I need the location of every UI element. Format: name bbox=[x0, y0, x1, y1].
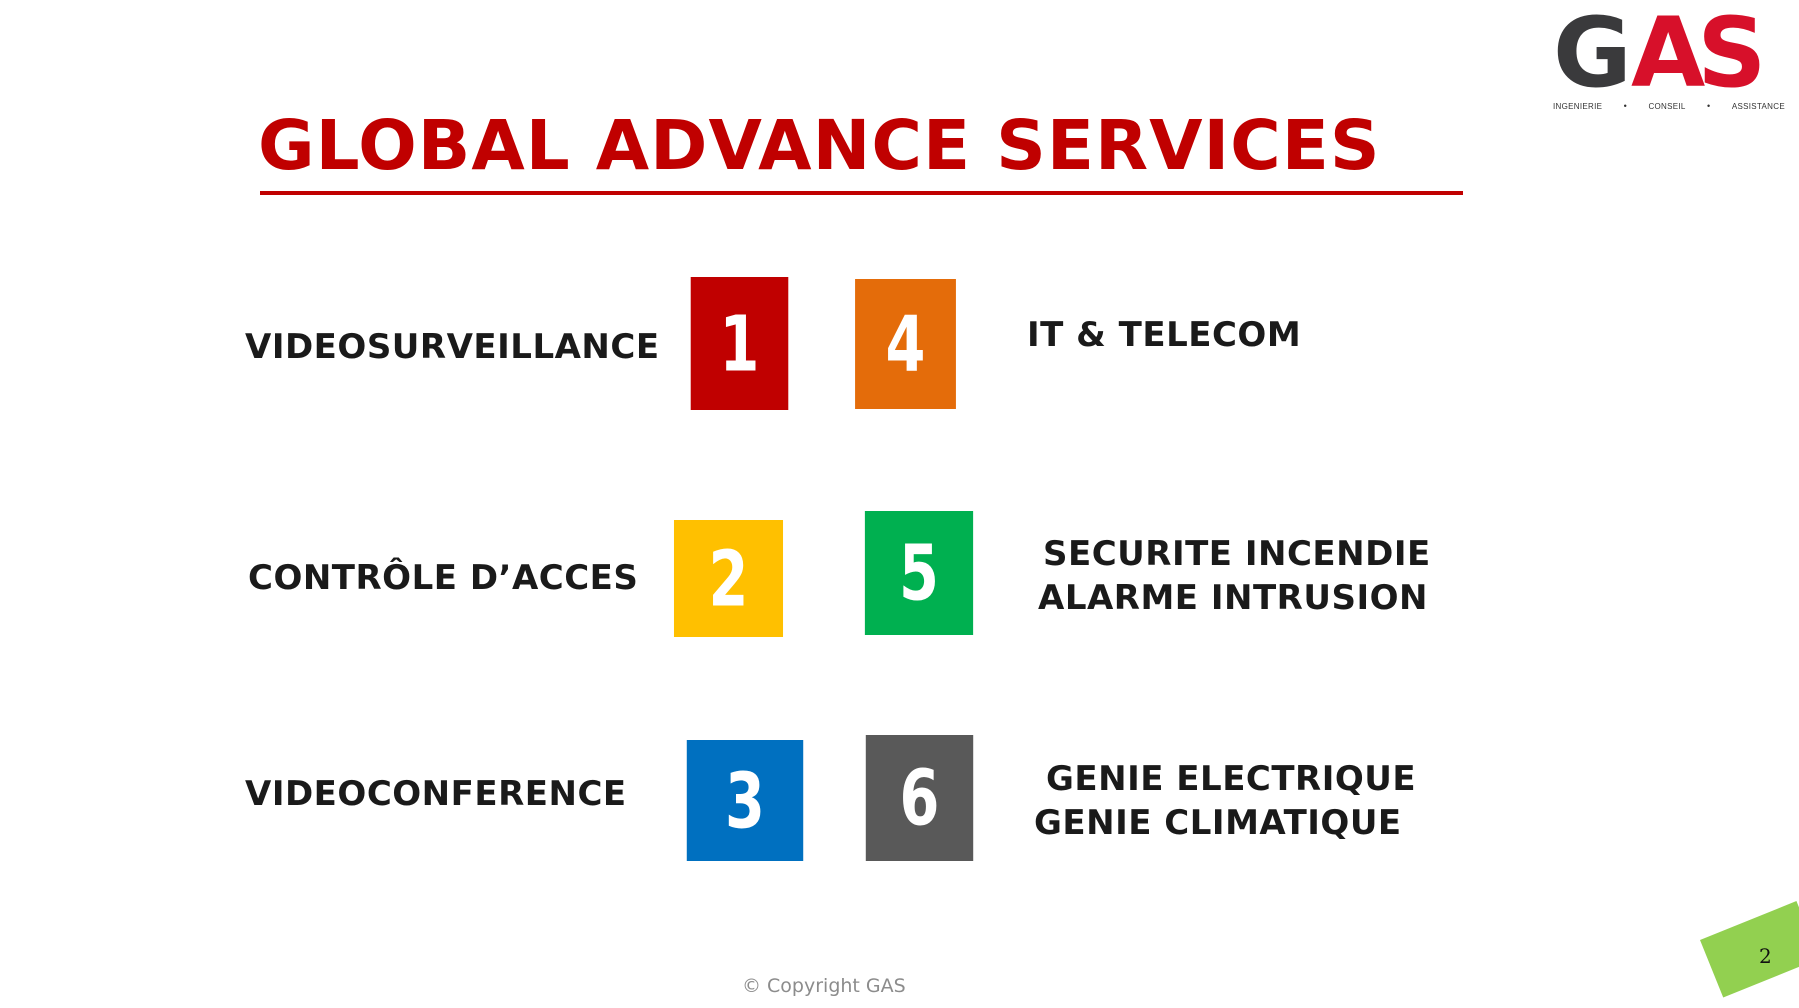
svg-text:G: G bbox=[1553, 8, 1625, 109]
tagline-dot: • bbox=[1707, 101, 1711, 111]
title-underline bbox=[260, 191, 1463, 195]
service-label-6a: GENIE ELECTRIQUE bbox=[1046, 759, 1417, 799]
page-number: 2 bbox=[1759, 944, 1772, 968]
tagline-ingenierie: INGENIERIE bbox=[1553, 101, 1603, 111]
service-label-5a: SECURITE INCENDIE bbox=[1043, 534, 1431, 574]
service-tile-2: 2 bbox=[673, 520, 784, 637]
service-tile-4: 4 bbox=[855, 279, 956, 409]
gas-logo: G AS bbox=[1553, 8, 1768, 109]
service-label-3: VIDEOCONFERENCE bbox=[245, 774, 627, 814]
service-tile-3: 3 bbox=[686, 740, 804, 861]
tagline-dot: • bbox=[1623, 101, 1628, 111]
service-tile-5: 5 bbox=[864, 511, 974, 635]
service-label-4: IT & TELECOM bbox=[1027, 315, 1302, 355]
tagline-conseil: CONSEIL bbox=[1648, 101, 1686, 111]
copyright-text: © Copyright GAS bbox=[742, 975, 906, 997]
service-label-2: CONTRÔLE D’ACCES bbox=[248, 558, 639, 598]
service-label-1: VIDEOSURVEILLANCE bbox=[245, 327, 660, 367]
service-tile-6: 6 bbox=[865, 735, 974, 861]
page-number-tag bbox=[1700, 901, 1799, 998]
service-label-5b: ALARME INTRUSION bbox=[1038, 578, 1428, 618]
service-label-6b: GENIE CLIMATIQUE bbox=[1034, 803, 1402, 843]
tagline-assistance: ASSISTANCE bbox=[1731, 101, 1785, 111]
svg-text:AS: AS bbox=[1631, 8, 1760, 109]
page-title: GLOBAL ADVANCE SERVICES bbox=[258, 106, 1381, 186]
service-tile-1: 1 bbox=[690, 277, 789, 410]
logo-tagline: INGENIERIE • CONSEIL • ASSISTANCE bbox=[1553, 101, 1785, 111]
